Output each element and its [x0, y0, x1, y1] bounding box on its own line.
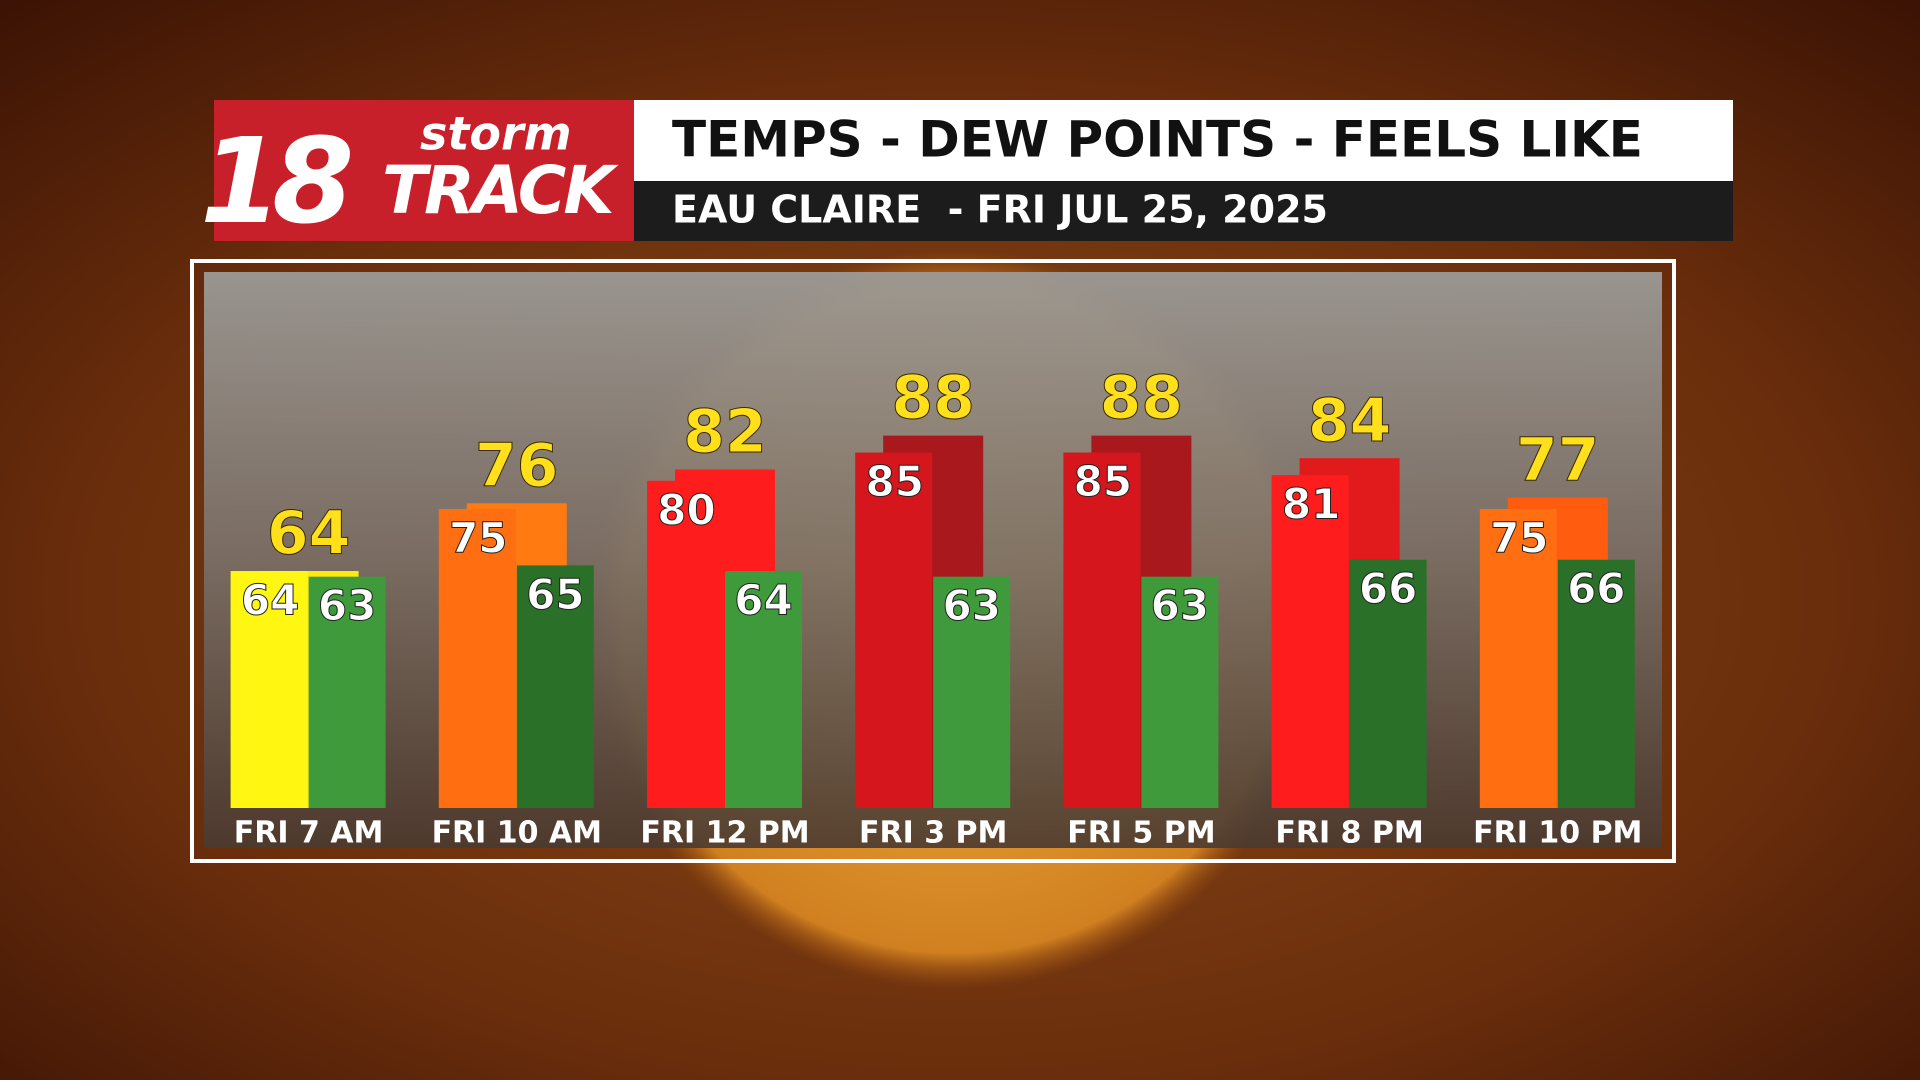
logo-bottom: TRACK [382, 152, 619, 229]
x-tick-label: FRI 7 AM [234, 816, 384, 851]
temp-label: 75 [449, 513, 507, 562]
logo-box [214, 100, 634, 241]
temp-bar [647, 480, 724, 808]
subtitle: EAU CLAIRE - FRI JUL 25, 2025 [672, 188, 1328, 232]
temp-bar [1271, 475, 1349, 808]
dew-point-bar [725, 571, 802, 808]
temp-bar [1479, 508, 1557, 808]
title-bar [634, 100, 1733, 181]
panel-border [190, 259, 1676, 863]
temp-bar [1063, 452, 1141, 808]
dew-point-label: 66 [1567, 564, 1625, 613]
dew-point-label: 66 [1359, 564, 1417, 613]
x-tick-label: FRI 5 PM [1067, 816, 1215, 851]
temp-label: 85 [1074, 457, 1132, 506]
dew-point-label: 65 [526, 570, 584, 619]
x-tick-label: FRI 12 PM [640, 816, 809, 851]
temp-label: 64 [241, 576, 299, 625]
title: TEMPS - DEW POINTS - FEELS LIKE [672, 111, 1643, 169]
feels-like-label: 64 [267, 499, 351, 569]
temp-label: 85 [865, 457, 923, 506]
x-tick-label: FRI 10 AM [432, 816, 602, 851]
temp-bar [438, 508, 516, 808]
x-tick-label: FRI 3 PM [859, 816, 1007, 851]
x-tick-label: FRI 8 PM [1275, 816, 1423, 851]
dew-point-label: 63 [318, 581, 376, 630]
temp-bar [855, 452, 933, 808]
feels-like-label: 88 [891, 363, 975, 433]
feels-like-label: 76 [475, 431, 559, 501]
logo-number: 18 [200, 112, 350, 250]
feels-like-label: 88 [1100, 363, 1184, 433]
dew-point-bar [516, 565, 594, 808]
logo-top: storm [420, 107, 572, 161]
feels-like-label: 77 [1516, 425, 1600, 495]
dew-point-bar [1557, 559, 1635, 808]
temp-label: 80 [657, 485, 715, 534]
feels-like-label: 82 [683, 397, 767, 467]
dew-point-label: 63 [942, 581, 1000, 630]
temp-label: 75 [1490, 513, 1548, 562]
dew-point-bar [933, 576, 1011, 808]
dew-point-bar [1141, 576, 1219, 808]
dew-point-bar [1349, 559, 1427, 808]
temp-bar [230, 571, 308, 808]
dew-point-label: 64 [734, 576, 792, 625]
dew-point-label: 63 [1151, 581, 1209, 630]
subtitle-bar [634, 181, 1733, 241]
feels-like-label: 84 [1308, 386, 1392, 456]
x-tick-label: FRI 10 PM [1473, 816, 1642, 851]
dew-point-bar [308, 576, 386, 808]
temp-label: 81 [1282, 480, 1340, 529]
